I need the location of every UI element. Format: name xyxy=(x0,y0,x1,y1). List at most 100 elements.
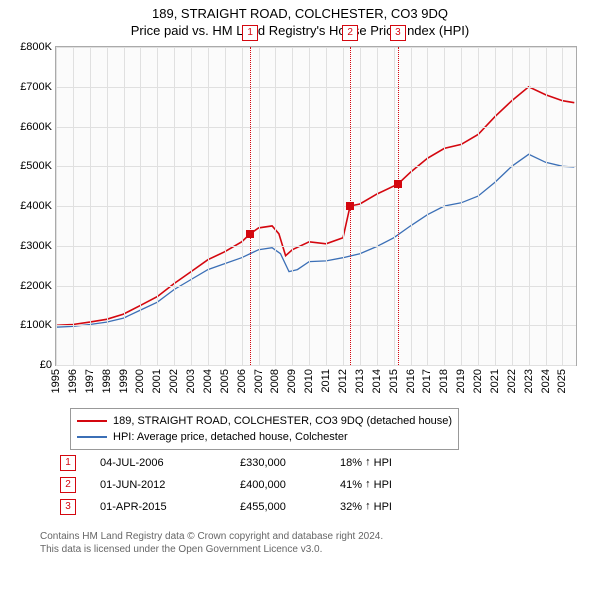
chart-title: 189, STRAIGHT ROAD, COLCHESTER, CO3 9DQ xyxy=(0,0,600,23)
delta-pct: 18% xyxy=(340,457,362,469)
ytick-label: £300K xyxy=(20,240,52,252)
sale-marker-point xyxy=(246,230,254,238)
gridline-v xyxy=(259,47,260,365)
gridline-v xyxy=(174,47,175,365)
gridline-v xyxy=(478,47,479,365)
footnote: Contains HM Land Registry data © Crown c… xyxy=(40,530,383,556)
xtick-label: 2003 xyxy=(185,369,197,393)
gridline-v xyxy=(56,47,57,365)
sales-row: 301-APR-2015£455,00032% ↑ HPI xyxy=(60,496,450,518)
gridline-v xyxy=(411,47,412,365)
gridline-v xyxy=(562,47,563,365)
gridline-v xyxy=(461,47,462,365)
gridline-v xyxy=(107,47,108,365)
gridline-h xyxy=(56,127,576,128)
sales-row-marker: 1 xyxy=(60,455,76,471)
xtick-label: 2022 xyxy=(506,369,518,393)
delta-suffix: HPI xyxy=(374,457,392,469)
xtick-label: 2001 xyxy=(151,369,163,393)
gridline-v xyxy=(140,47,141,365)
sales-row-marker: 3 xyxy=(60,499,76,515)
legend-swatch xyxy=(77,420,107,422)
sales-row-marker: 2 xyxy=(60,477,76,493)
sale-marker-label: 3 xyxy=(390,25,406,41)
gridline-v xyxy=(326,47,327,365)
gridline-h xyxy=(56,206,576,207)
sale-marker-point xyxy=(394,180,402,188)
arrow-up-icon: ↑ xyxy=(365,456,371,468)
xtick-label: 2002 xyxy=(168,369,180,393)
sales-row-delta: 41% ↑ HPI xyxy=(340,479,450,491)
gridline-v xyxy=(242,47,243,365)
gridline-v xyxy=(90,47,91,365)
ytick-label: £600K xyxy=(20,121,52,133)
gridline-v xyxy=(275,47,276,365)
xtick-label: 2006 xyxy=(236,369,248,393)
sale-marker-label: 1 xyxy=(242,25,258,41)
gridline-v xyxy=(512,47,513,365)
gridline-h xyxy=(56,87,576,88)
xtick-label: 2016 xyxy=(405,369,417,393)
delta-suffix: HPI xyxy=(374,501,392,513)
chart-subtitle: Price paid vs. HM Land Registry's House … xyxy=(0,23,600,44)
xtick-label: 2007 xyxy=(253,369,265,393)
xtick-label: 2004 xyxy=(202,369,214,393)
xtick-label: 1998 xyxy=(101,369,113,393)
gridline-v xyxy=(225,47,226,365)
sale-marker-label: 2 xyxy=(342,25,358,41)
gridline-h xyxy=(56,365,576,366)
gridline-v xyxy=(529,47,530,365)
sales-row-delta: 18% ↑ HPI xyxy=(340,457,450,469)
xtick-label: 2005 xyxy=(219,369,231,393)
gridline-h xyxy=(56,246,576,247)
sales-row-price: £455,000 xyxy=(240,501,340,513)
gridline-v xyxy=(394,47,395,365)
footnote-line2: This data is licensed under the Open Gov… xyxy=(40,543,383,556)
xtick-label: 1999 xyxy=(118,369,130,393)
xtick-label: 2019 xyxy=(455,369,467,393)
sales-table: 104-JUL-2006£330,00018% ↑ HPI201-JUN-201… xyxy=(60,452,450,518)
xtick-label: 2000 xyxy=(134,369,146,393)
gridline-v xyxy=(124,47,125,365)
gridline-v xyxy=(495,47,496,365)
gridline-v xyxy=(309,47,310,365)
sales-row-price: £400,000 xyxy=(240,479,340,491)
gridline-v xyxy=(157,47,158,365)
gridline-v xyxy=(444,47,445,365)
gridline-v xyxy=(73,47,74,365)
legend-item: HPI: Average price, detached house, Colc… xyxy=(77,429,452,445)
legend: 189, STRAIGHT ROAD, COLCHESTER, CO3 9DQ … xyxy=(70,408,459,450)
ytick-label: £100K xyxy=(20,319,52,331)
xtick-label: 2010 xyxy=(303,369,315,393)
ytick-label: £800K xyxy=(20,41,52,53)
gridline-v xyxy=(343,47,344,365)
gridline-h xyxy=(56,286,576,287)
series-line xyxy=(56,154,574,327)
gridline-h xyxy=(56,47,576,48)
sales-row-price: £330,000 xyxy=(240,457,340,469)
gridline-v xyxy=(292,47,293,365)
xtick-label: 2025 xyxy=(556,369,568,393)
xtick-label: 2012 xyxy=(337,369,349,393)
sale-marker-line xyxy=(250,47,251,365)
arrow-up-icon: ↑ xyxy=(365,500,371,512)
xtick-label: 1995 xyxy=(50,369,62,393)
xtick-label: 2018 xyxy=(438,369,450,393)
xtick-label: 2011 xyxy=(320,369,332,393)
xtick-label: 2017 xyxy=(421,369,433,393)
legend-item: 189, STRAIGHT ROAD, COLCHESTER, CO3 9DQ … xyxy=(77,413,452,429)
legend-label: 189, STRAIGHT ROAD, COLCHESTER, CO3 9DQ … xyxy=(113,415,452,427)
gridline-v xyxy=(427,47,428,365)
xtick-label: 2008 xyxy=(269,369,281,393)
xtick-label: 2021 xyxy=(489,369,501,393)
xtick-label: 2023 xyxy=(523,369,535,393)
delta-pct: 41% xyxy=(340,479,362,491)
xtick-label: 2013 xyxy=(354,369,366,393)
chart-plot-area: £0£100K£200K£300K£400K£500K£600K£700K£80… xyxy=(55,46,577,366)
ytick-label: £200K xyxy=(20,280,52,292)
gridline-v xyxy=(191,47,192,365)
sales-row-delta: 32% ↑ HPI xyxy=(340,501,450,513)
sale-marker-point xyxy=(346,202,354,210)
sales-row-date: 04-JUL-2006 xyxy=(100,457,240,469)
ytick-label: £400K xyxy=(20,200,52,212)
